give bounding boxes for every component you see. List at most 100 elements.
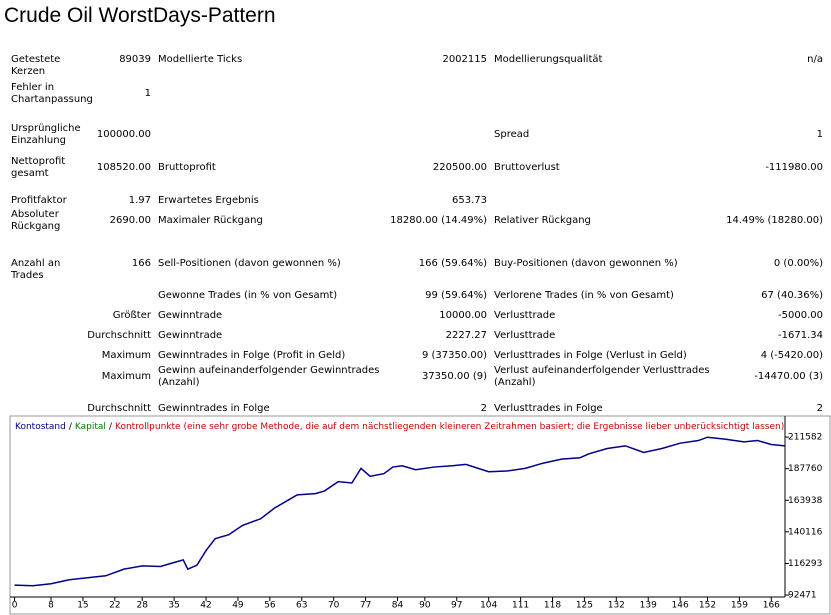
row-value: 220500.00	[432, 162, 487, 173]
row-value: Größter	[112, 310, 151, 321]
x-tick-label: 49	[232, 601, 244, 611]
row-value: n/a	[807, 54, 823, 65]
row-label: Verlusttrade	[494, 330, 556, 341]
legend-separator: /	[109, 422, 113, 432]
row-label: Verlusttrades in Folge (Verlust in Geld)	[494, 350, 687, 361]
row-value: 0 (0.00%)	[773, 258, 823, 269]
row-value: Maximum	[101, 371, 151, 382]
x-tick-label: 15	[77, 601, 88, 611]
row-value: 653.73	[452, 195, 487, 206]
y-tick-label: 187760	[788, 464, 823, 474]
row-value: 2002115	[442, 54, 487, 65]
row-label: Modellierte Ticks	[158, 54, 243, 65]
row-label: Modellierungsqualität	[494, 54, 603, 65]
row-label: Bruttoprofit	[158, 162, 216, 173]
x-tick-label: 28	[136, 601, 148, 611]
row-value: 100000.00	[96, 129, 151, 140]
x-tick-label: 146	[672, 601, 689, 611]
row-label: Relativer Rückgang	[494, 215, 591, 226]
row-value: 2	[480, 403, 487, 414]
row-label: Profitfaktor	[11, 195, 67, 206]
row-value: -5000.00	[778, 310, 823, 321]
row-label: Gewinntrade	[158, 310, 223, 321]
x-tick-label: 166	[763, 601, 780, 611]
y-tick-label: 92471	[788, 591, 817, 601]
y-tick-label: 140116	[788, 527, 823, 537]
x-tick-label: 90	[419, 601, 431, 611]
row-value: 89039	[119, 54, 151, 65]
row-value: 37350.00 (9)	[421, 371, 487, 382]
y-tick-label: 163938	[788, 496, 823, 506]
x-tick-label: 63	[296, 601, 307, 611]
row-label: Gewinntrades in Folge (Profit in Geld)	[158, 350, 346, 361]
row-label: Verlusttrade	[494, 310, 556, 321]
x-tick-label: 35	[168, 601, 179, 611]
row-value: 10000.00	[439, 310, 487, 321]
row-label: Gewinntrades in Folge	[158, 403, 270, 414]
row-value: 1	[144, 88, 151, 99]
row-value: -111980.00	[765, 162, 823, 173]
row-value: 9 (37350.00)	[421, 350, 487, 361]
row-value: 166 (59.64%)	[418, 258, 487, 269]
y-tick-label: 116293	[788, 559, 822, 569]
row-label: Verlust aufeinanderfolgender Verlusttrad…	[494, 365, 710, 388]
row-value: 18280.00 (14.49%)	[390, 215, 487, 226]
row-value: 99 (59.64%)	[425, 290, 487, 301]
legend-entry: Kapital	[75, 422, 106, 432]
row-value: 67 (40.36%)	[761, 290, 823, 301]
row-value: -14470.00 (3)	[754, 371, 823, 382]
row-label: Verlusttrades in Folge	[494, 403, 603, 414]
row-value: 4 (-5420.00)	[760, 350, 823, 361]
x-tick-label: 152	[699, 601, 716, 611]
row-label: Spread	[494, 129, 530, 140]
row-value: Durchschnitt	[87, 403, 151, 414]
row-label: Buy-Positionen (davon gewonnen %)	[494, 258, 678, 269]
row-label: Bruttoverlust	[494, 162, 560, 173]
x-tick-label: 104	[480, 601, 497, 611]
x-tick-label: 77	[360, 601, 371, 611]
x-tick-label: 132	[608, 601, 625, 611]
legend-entry: Kontrollpunkte (eine sehr grobe Methode,…	[115, 422, 784, 432]
row-label: Verlorene Trades (in % von Gesamt)	[494, 290, 674, 301]
row-value: 14.49% (18280.00)	[726, 215, 823, 226]
row-label: Getestete Kerzen	[11, 54, 61, 77]
x-tick-label: 8	[48, 601, 54, 611]
x-tick-label: 84	[392, 601, 404, 611]
row-label: Gewonne Trades (in % von Gesamt)	[158, 290, 338, 301]
legend: Kontostand / Kapital / Kontrollpunkte (eine …	[15, 422, 784, 432]
row-label: Nettoprofit gesamt	[11, 156, 66, 179]
x-tick-label: 118	[544, 601, 561, 611]
row-value: 166	[131, 258, 151, 269]
row-value: 108520.00	[96, 162, 151, 173]
row-label: Erwartetes Ergebnis	[158, 195, 259, 206]
x-tick-label: 22	[109, 601, 120, 611]
row-label: Gewinntrade	[158, 330, 223, 341]
row-label: Fehler in Chartanpassung	[11, 82, 93, 105]
x-tick-label: 159	[731, 601, 748, 611]
x-tick-label: 0	[12, 601, 18, 611]
x-tick-label: 125	[576, 601, 593, 611]
report-title: Crude Oil WorstDays-Pattern	[4, 4, 276, 27]
row-label: Gewinn aufeinanderfolgender Gewinntrades…	[158, 365, 380, 388]
row-value: Durchschnitt	[87, 330, 151, 341]
row-value: 1	[816, 129, 823, 140]
legend-separator: /	[69, 422, 73, 432]
row-value: 2	[816, 403, 823, 414]
row-value: 2690.00	[109, 215, 151, 226]
row-value: Maximum	[101, 350, 151, 361]
row-value: -1671.34	[778, 330, 823, 341]
x-tick-label: 56	[264, 601, 276, 611]
row-label: Absoluter Rückgang	[11, 209, 61, 232]
row-label: Maximaler Rückgang	[158, 215, 263, 226]
row-label: Anzahl an Trades	[11, 258, 61, 281]
chart-frame	[9, 415, 831, 615]
row-label: Ursprüngliche Einzahlung	[11, 123, 81, 146]
equity-line	[14, 436, 786, 587]
x-tick-label: 42	[200, 601, 211, 611]
x-tick-label: 111	[512, 601, 529, 611]
row-value: 2227.27	[445, 330, 487, 341]
row-label: Sell-Positionen (davon gewonnen %)	[158, 258, 341, 269]
legend-entry: Kontostand	[15, 422, 66, 432]
